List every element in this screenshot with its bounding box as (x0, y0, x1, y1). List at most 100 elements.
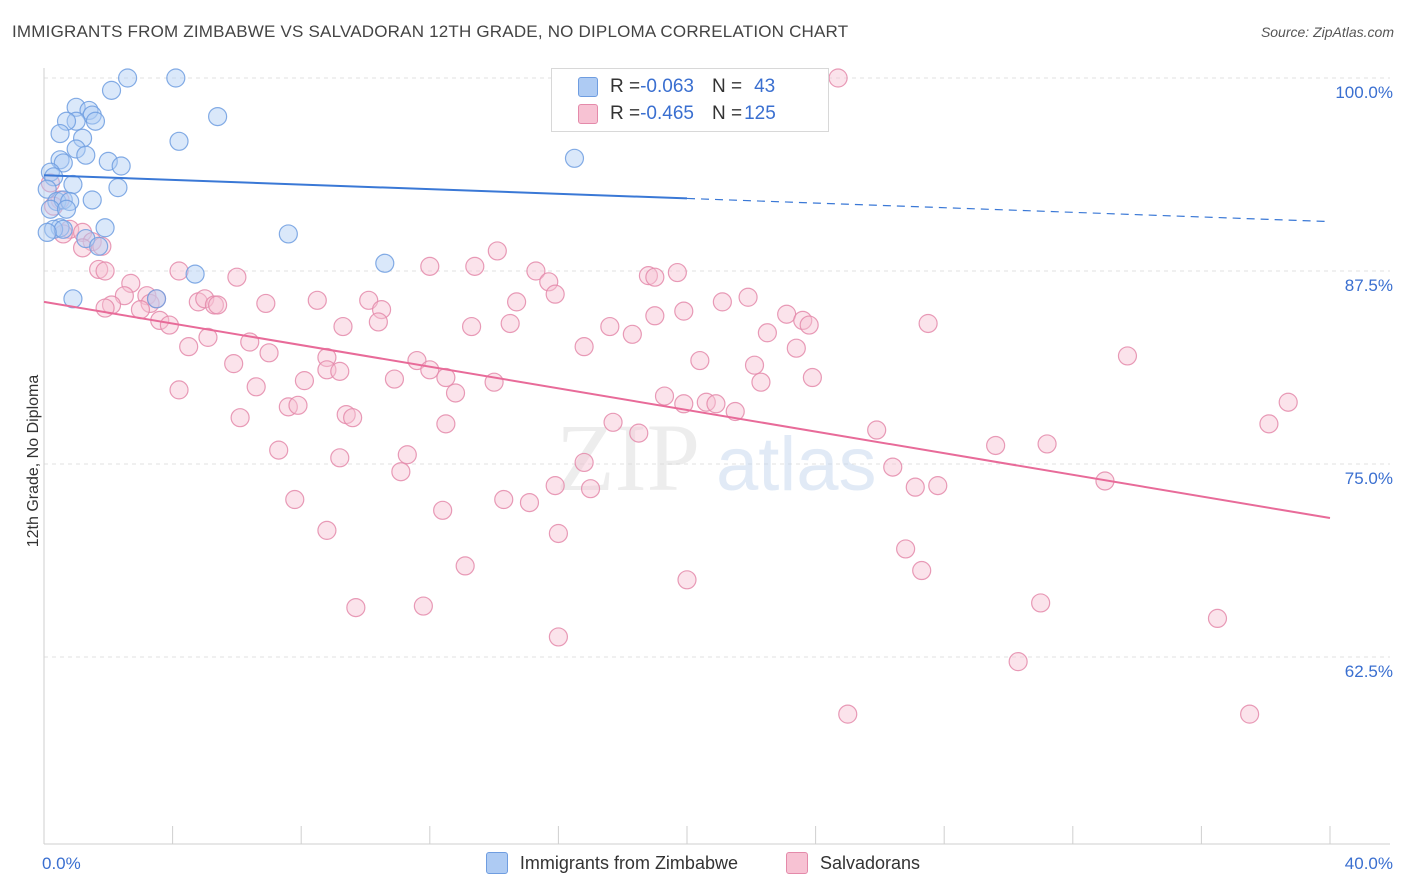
salvadoran-point (230, 408, 250, 428)
salvadoran-point (883, 457, 903, 477)
salvadoran-point (227, 267, 247, 287)
salvadoran-point (574, 337, 594, 357)
legend-swatch-salvadorans (785, 852, 808, 874)
salvadoran-point (269, 440, 289, 460)
zimbabwe-point (66, 139, 86, 159)
watermark-zip: ZIP (556, 404, 700, 511)
salvadoran-point (130, 300, 151, 320)
salvadoran-point (368, 312, 388, 332)
chart-title: IMMIGRANTS FROM ZIMBABWE VS SALVADORAN 1… (12, 22, 849, 41)
zimbabwe-point (95, 218, 115, 238)
zimbabwe-point (166, 68, 186, 88)
x-tick-label: 0.0% (42, 854, 81, 873)
legend-n-label: N = (711, 76, 743, 97)
salvadoran-point (1117, 346, 1138, 366)
zimbabwe-point (101, 80, 122, 100)
zimbabwe-point (37, 222, 57, 242)
y-tick-label: 100.0% (1335, 83, 1393, 102)
salvadoran-point (574, 452, 594, 473)
salvadoran-point (343, 408, 363, 428)
zimbabwe-point (53, 153, 73, 173)
salvadoran-point (371, 300, 392, 320)
salvadoran-point (461, 316, 482, 337)
legend-item-zimbabwe[interactable]: Immigrants from Zimbabwe (485, 852, 738, 874)
salvadoran-point (256, 293, 276, 314)
salvadoran-point (603, 412, 623, 432)
salvadoran-point (645, 306, 665, 326)
salvadoran-point (545, 284, 565, 304)
salvadoran-point (359, 290, 379, 310)
salvadoran-point (285, 489, 305, 510)
salvadoran-point (278, 397, 298, 417)
salvadoran-point (690, 350, 710, 371)
salvadoran-point (828, 68, 848, 88)
salvadoran-point (487, 241, 507, 261)
legend-row-zimbabwe: R = -0.063 N = 43 (578, 75, 775, 99)
legend-label-zimbabwe: Immigrants from Zimbabwe (519, 852, 738, 873)
salvadoran-point (725, 401, 745, 422)
salvadoran-point (500, 313, 520, 334)
salvadoran-point (169, 261, 189, 281)
salvadoran-point (539, 272, 559, 292)
salvadoran-point (224, 354, 244, 374)
zimbabwe-point (564, 148, 585, 168)
salvadoran-point (333, 316, 353, 337)
salvadoran-point (638, 266, 659, 286)
legend-item-salvadorans[interactable]: Salvadorans (785, 852, 920, 874)
y-tick-label: 75.0% (1345, 469, 1393, 488)
salvadoran-point (169, 380, 189, 400)
salvadoran-point (95, 261, 115, 281)
x-tick-label: 40.0% (1345, 854, 1393, 873)
salvadoran-point (114, 286, 134, 306)
salvadoran-point (777, 304, 797, 324)
legend-n-value: 125 (744, 103, 776, 124)
salvadoran-point (1240, 704, 1260, 724)
legend-swatch-salvadorans (578, 104, 598, 124)
zimbabwe-point (89, 236, 109, 256)
salvadoran-point (696, 392, 716, 412)
salvadoran-point (95, 298, 115, 318)
salvadoran-point (600, 316, 620, 337)
zimbabwe-point (117, 68, 138, 88)
salvadoran-point (420, 360, 440, 380)
series-legend: Immigrants from Zimbabwe Salvadorans (0, 852, 1406, 874)
salvadoran-point (667, 262, 687, 283)
trendline-zimbabwe-extension (686, 197, 1331, 223)
salvadoran-point (580, 479, 601, 499)
salvadoran-point (246, 377, 266, 397)
zimbabwe-point (98, 151, 118, 171)
salvadoran-point (288, 395, 308, 415)
legend-n-label: N = (711, 103, 743, 124)
trendline-salvadorans (43, 300, 1331, 520)
salvadoran-point (89, 259, 109, 280)
salvadoran-point (799, 315, 819, 335)
zimbabwe-point (85, 111, 106, 131)
zimbabwe-point (146, 289, 167, 309)
legend-swatch-zimbabwe (485, 852, 508, 874)
salvadoran-point (179, 337, 199, 357)
salvadoran-point (706, 394, 726, 414)
salvadoran-point (384, 369, 405, 389)
salvadoran-point (786, 338, 806, 358)
salvadoran-point (198, 327, 218, 347)
salvadoran-point (751, 372, 771, 392)
salvadoran-point (867, 420, 887, 440)
salvadoran-point (526, 261, 546, 281)
salvadoran-point (519, 493, 540, 513)
zimbabwe-point (108, 178, 128, 198)
legend-r-value: -0.465 (640, 103, 694, 124)
watermark-atlas: atlas (716, 422, 877, 507)
y-tick-label: 62.5% (1345, 662, 1393, 681)
salvadoran-point (121, 273, 141, 293)
salvadoran-point (545, 476, 565, 496)
zimbabwe-point (56, 199, 77, 219)
salvadoran-point (465, 256, 485, 276)
zimbabwe-point (63, 289, 83, 309)
salvadoran-point (1008, 652, 1028, 672)
salvadoran-point (391, 462, 411, 482)
salvadoran-point (1259, 414, 1279, 434)
zimbabwe-point (76, 145, 96, 165)
salvadoran-point (912, 560, 932, 581)
salvadoran-point (346, 597, 366, 618)
legend-r-label: R = (610, 76, 641, 97)
